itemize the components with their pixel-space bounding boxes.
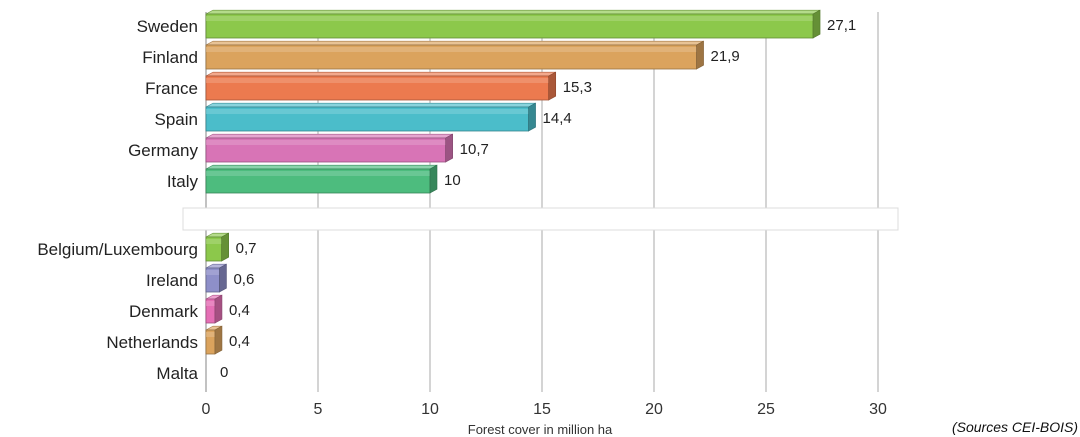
bar-highlight <box>206 239 222 244</box>
label-layer: Sweden 27,1 Finland 21,9 France 15,3 Spain 14,4… <box>37 17 856 383</box>
bar-spain <box>205 102 536 132</box>
category-label: Denmark <box>129 302 198 321</box>
category-label: Italy <box>167 172 199 191</box>
category-label: Belgium/Luxembourg <box>37 240 198 259</box>
bar-top-face <box>205 40 704 46</box>
bar-end-face <box>219 263 227 293</box>
bar-highlight <box>206 16 814 21</box>
bar-denmark <box>205 294 223 324</box>
bar-end-face <box>528 102 536 132</box>
bar-top-face <box>205 133 453 139</box>
category-label: Ireland <box>146 271 198 290</box>
value-label: 0 <box>220 364 228 381</box>
bar-highlight <box>206 78 549 83</box>
x-tick-label: 10 <box>421 401 439 418</box>
value-label: 21,9 <box>711 48 740 65</box>
value-label: 10 <box>444 172 461 189</box>
value-label: 15,3 <box>563 79 592 96</box>
bar-end-face <box>214 294 223 324</box>
bar-end-face <box>445 133 453 163</box>
bar-highlight <box>206 47 697 52</box>
bar-top-face <box>205 71 556 77</box>
bar-top-face <box>205 9 821 15</box>
bar-belgium-luxembourg <box>205 232 229 262</box>
category-label: France <box>145 79 198 98</box>
bar-highlight <box>206 301 215 306</box>
category-label: Germany <box>128 141 198 160</box>
value-label: 0,4 <box>229 302 250 319</box>
bar-end-face <box>214 325 223 355</box>
bar-top-face <box>205 164 438 170</box>
bar-highlight <box>206 270 220 275</box>
value-label: 27,1 <box>827 17 856 34</box>
bar-sweden <box>205 9 821 39</box>
bar-end-face <box>812 9 821 39</box>
source-note: (Sources CEI-BOIS) <box>952 419 1078 435</box>
bar-highlight <box>206 140 446 145</box>
value-label: 0,6 <box>233 271 254 288</box>
x-tick-label: 25 <box>757 401 775 418</box>
value-label: 14,4 <box>543 110 572 127</box>
bar-end-face <box>696 40 704 70</box>
value-label: 0,4 <box>229 333 250 350</box>
bar-highlight <box>206 332 215 337</box>
bar-end-face <box>221 232 229 262</box>
category-label: Malta <box>156 364 198 383</box>
value-label: 10,7 <box>460 141 489 158</box>
bar-ireland <box>205 263 227 293</box>
axis-break-strip <box>182 207 899 231</box>
x-tick-label: 5 <box>314 401 323 418</box>
bar-end-face <box>548 71 557 101</box>
x-tick-label: 0 <box>202 401 211 418</box>
bar-germany <box>205 133 453 163</box>
x-tick-label: 15 <box>533 401 551 418</box>
bar-highlight <box>206 109 529 114</box>
x-axis-title: Forest cover in million ha <box>468 422 613 437</box>
value-label: 0,7 <box>236 240 257 257</box>
bar-highlight <box>206 171 430 176</box>
category-label: Sweden <box>137 17 198 36</box>
category-label: Netherlands <box>106 333 198 352</box>
category-label: Finland <box>142 48 198 67</box>
bar-end-face <box>429 164 438 194</box>
bar-top-face <box>205 102 536 108</box>
bar-france <box>205 71 557 101</box>
x-axis-ticks: 0 5 10 15 20 25 30 <box>202 401 887 418</box>
x-tick-label: 20 <box>645 401 663 418</box>
x-tick-label: 30 <box>869 401 887 418</box>
bar-italy <box>205 164 438 194</box>
bar-layer <box>205 9 821 355</box>
bar-netherlands <box>205 325 223 355</box>
bar-finland <box>205 40 704 70</box>
axis-break-band <box>182 207 899 231</box>
category-label: Spain <box>155 110 198 129</box>
